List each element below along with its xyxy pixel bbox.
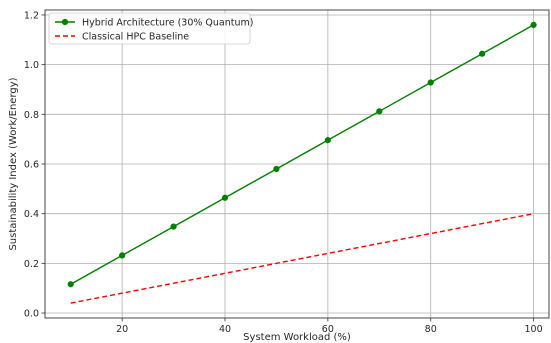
grid [45,10,549,318]
legend-label-2: Classical HPC Baseline [82,31,189,42]
legend-label-1: Hybrid Architecture (30% Quantum) [82,17,253,28]
y-tick-label: 0.2 [24,259,39,270]
data-point [170,223,177,230]
y-tick-label: 0.0 [24,309,39,320]
x-axis: 20 40 60 80 100 [116,318,543,335]
x-tick-label: 20 [116,324,128,335]
data-point [324,137,331,144]
y-tick-label: 1.2 [24,10,39,21]
legend-box [48,12,251,45]
data-point [67,281,74,288]
data-point [530,21,537,29]
series-layer [67,21,537,304]
series-line-1 [70,24,534,285]
x-tick-label: 100 [525,324,543,335]
data-point [221,194,229,201]
data-point [119,252,126,259]
legend-marker-1 [61,18,69,26]
x-axis-label: System Workload (%) [243,332,351,343]
y-tick-label: 0.8 [24,110,39,121]
data-point [376,108,383,115]
data-point [273,165,280,173]
y-axis: 0.0 0.2 0.4 0.6 0.8 1.0 1.2 [24,10,45,320]
y-tick-label: 0.6 [24,160,39,171]
data-point [479,50,486,57]
y-tick-label: 1.0 [24,60,39,71]
x-tick-label: 80 [425,324,437,335]
legend: Hybrid Architecture (30% Quantum) Classic… [48,12,253,45]
x-tick-label: 40 [219,324,231,335]
y-tick-label: 0.4 [24,209,39,220]
y-axis-label: Sustainability Index (Work/Energy) [8,77,19,250]
data-point [427,79,434,86]
series-line-2 [70,212,534,304]
x-tick-label: 60 [322,324,334,335]
